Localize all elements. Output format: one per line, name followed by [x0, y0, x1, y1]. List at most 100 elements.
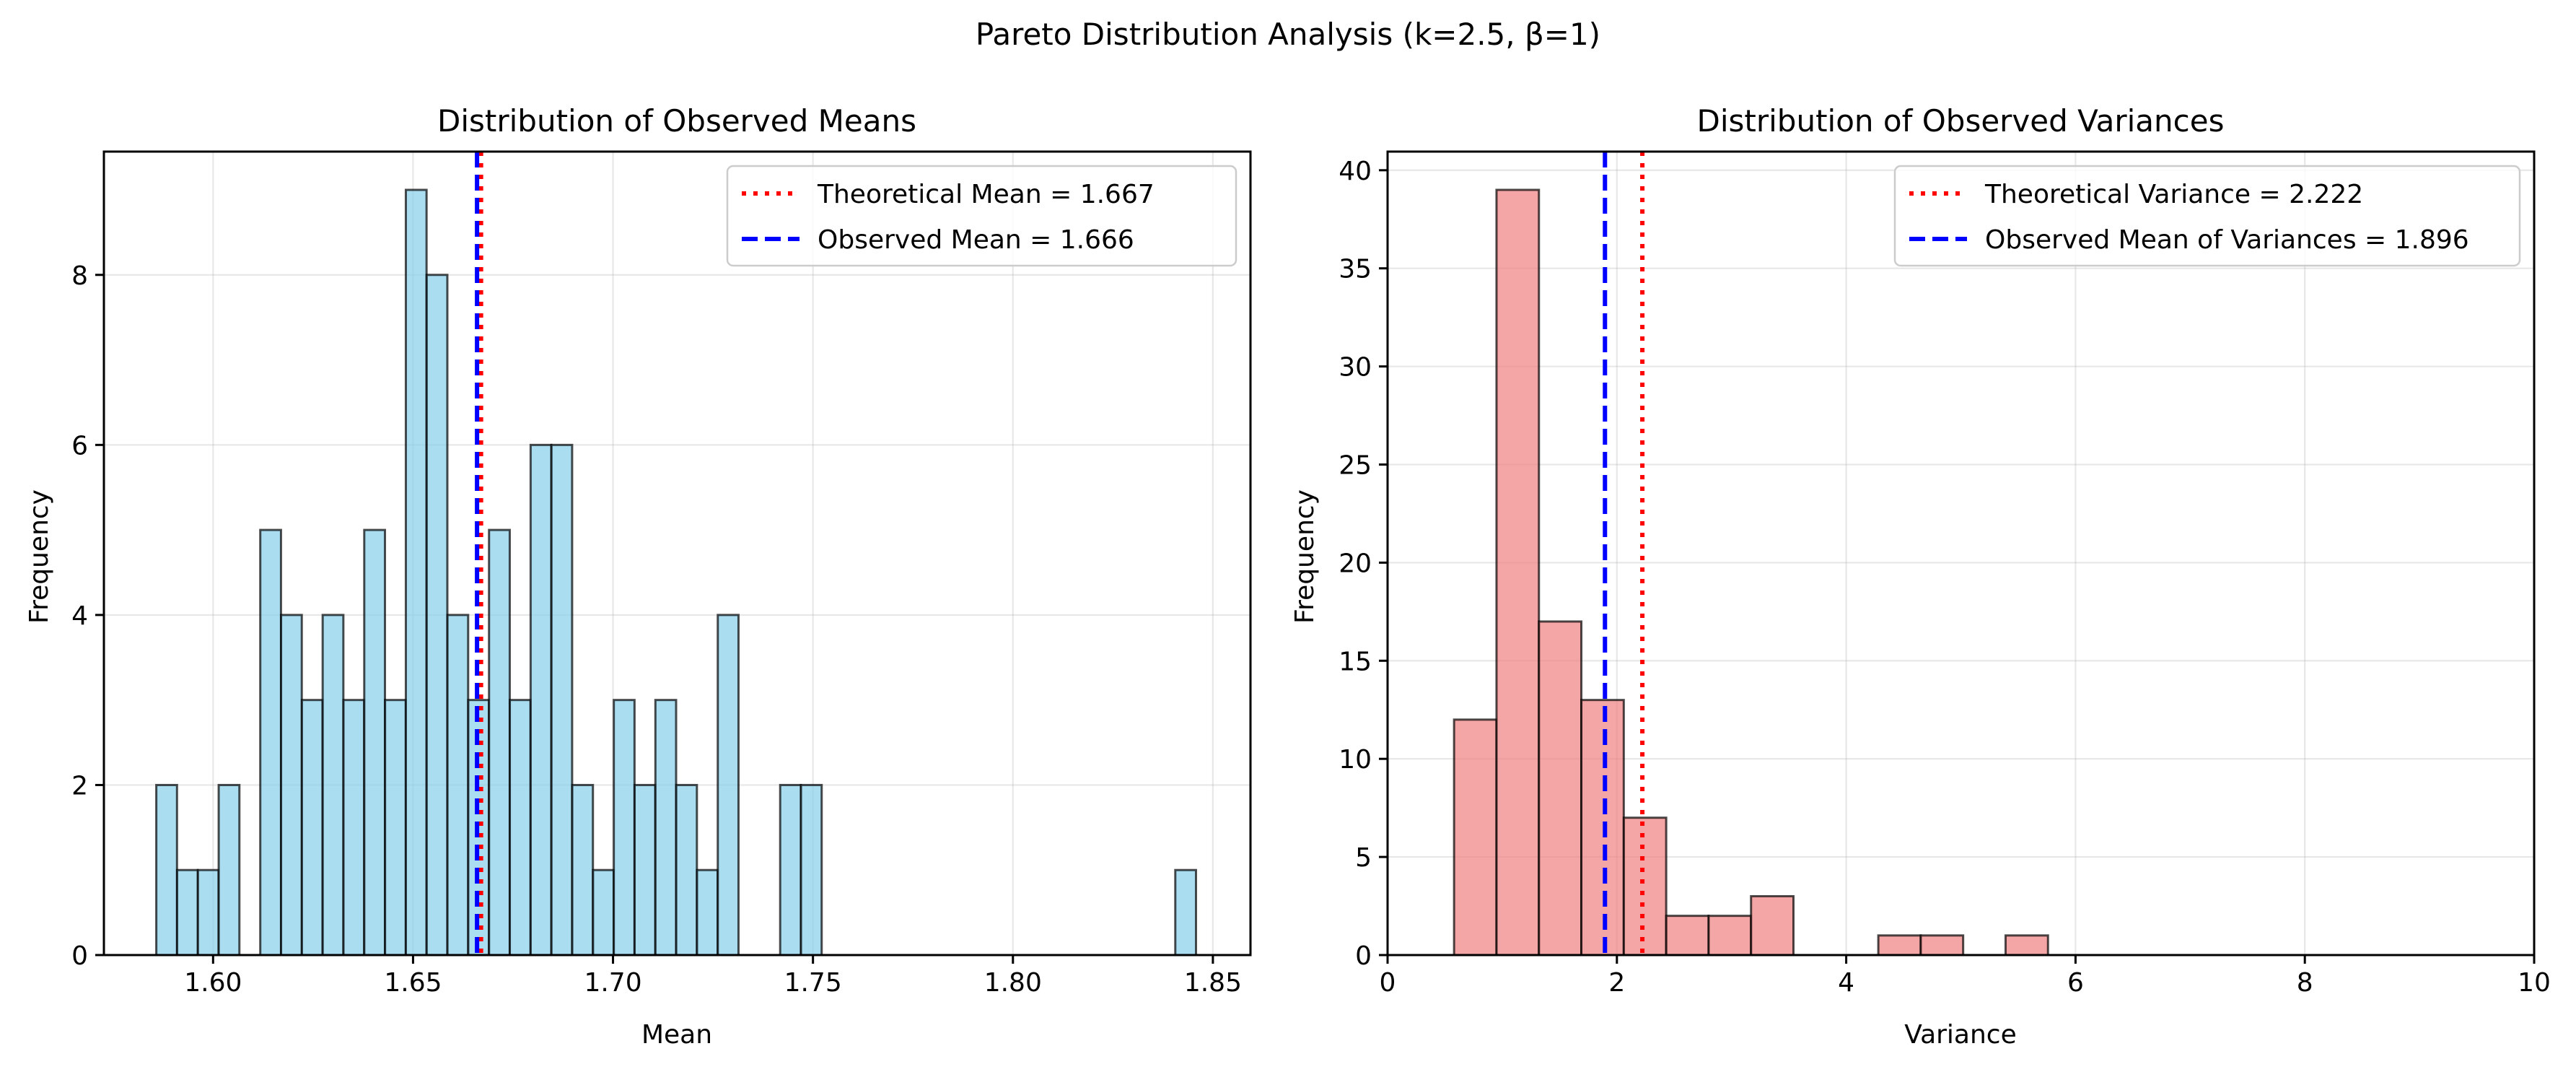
means-bar-19	[550, 443, 574, 956]
means-bar-13	[425, 274, 449, 956]
variances-y-axis-label: Frequency	[1290, 489, 1320, 624]
variances-x-axis-label: Variance	[1904, 1020, 2017, 1050]
variances-bar-2	[1538, 620, 1583, 956]
variances-legend-box	[1893, 165, 2521, 267]
means-x-tick-label-5: 1.85	[1184, 968, 1242, 998]
means-legend: Theoretical Mean = 1.667 Observed Mean = …	[726, 165, 1237, 267]
means-y-axis-label: Frequency	[25, 489, 54, 624]
means-y-tick-label-1: 2	[71, 771, 88, 801]
means-bar-17	[509, 699, 532, 956]
means-x-tick-3: 1.75	[784, 955, 842, 998]
variances-axes-frame	[1386, 150, 2536, 956]
means-bar-28	[779, 783, 802, 956]
variances-bars	[1453, 188, 2049, 956]
variances-bar-9	[1919, 934, 1965, 956]
means-bar-21	[592, 868, 615, 956]
means-bar-11	[384, 699, 407, 956]
variances-y-tick-label-7: 35	[1339, 255, 1372, 284]
variances-y-tick-label-5: 25	[1339, 451, 1372, 481]
variances-y-tick-8: 40	[1339, 157, 1388, 186]
variances-legend-label-1: Observed Mean of Variances = 1.896	[1985, 225, 2469, 255]
variances-y-tick-3: 15	[1339, 647, 1388, 676]
variances-bar-5	[1665, 915, 1710, 956]
means-x-tick-5: 1.85	[1184, 955, 1242, 998]
means-bar-3	[217, 783, 241, 956]
means-bar-10	[363, 528, 387, 956]
means-bar-8	[321, 614, 345, 956]
variances-y-tick-4: 20	[1339, 549, 1388, 578]
means-bar-18	[529, 443, 553, 956]
variances-x-tick-label-5: 10	[2518, 968, 2551, 998]
means-x-tick-label-2: 1.70	[584, 968, 641, 998]
variances-y-tick-label-8: 40	[1339, 157, 1372, 186]
variances-x-tick-2: 4	[1838, 955, 1854, 998]
variances-y-tick-5: 25	[1339, 451, 1388, 481]
means-x-tick-label-1: 1.65	[384, 968, 442, 998]
variances-bar-10	[2004, 934, 2049, 956]
variances-y-tick-label-1: 5	[1355, 843, 1372, 873]
means-bar-5	[259, 528, 282, 956]
means-axes-frame	[102, 150, 1252, 956]
means-histogram-panel: Distribution of Observed Means Mean Freq…	[25, 103, 1252, 1050]
variances-y-tick-2: 10	[1339, 745, 1388, 775]
means-x-tick-label-3: 1.75	[784, 968, 842, 998]
variances-chart-title: Distribution of Observed Variances	[1697, 103, 2225, 139]
variances-y-tick-6: 30	[1339, 353, 1388, 383]
variances-x-tick-label-2: 4	[1838, 968, 1854, 998]
variances-x-tick-0: 0	[1380, 955, 1396, 998]
variances-y-tick-label-3: 15	[1339, 647, 1372, 676]
means-legend-label-1: Observed Mean = 1.666	[818, 225, 1134, 255]
means-y-tick-0: 0	[71, 941, 104, 971]
variances-x-tick-label-3: 6	[2067, 968, 2084, 998]
means-y-tick-label-4: 8	[71, 261, 88, 291]
means-bar-24	[654, 699, 678, 956]
means-y-tick-2: 4	[71, 601, 104, 631]
means-y-tick-1: 2	[71, 771, 104, 801]
variances-y-tick-label-2: 10	[1339, 745, 1372, 775]
means-legend-box	[726, 165, 1237, 267]
variances-histogram-panel: Distribution of Observed Variances Varia…	[1290, 103, 2551, 1050]
variances-x-tick-1: 2	[1608, 955, 1625, 998]
means-bar-1	[175, 868, 199, 956]
variances-legend: Theoretical Variance = 2.222 Observed Mea…	[1893, 165, 2521, 267]
means-y-tick-3: 6	[71, 431, 104, 461]
means-bar-0	[155, 783, 178, 956]
means-bar-6	[280, 614, 303, 956]
variances-bar-6	[1707, 915, 1753, 956]
variances-x-tick-label-1: 2	[1608, 968, 1625, 998]
means-legend-label-0: Theoretical Mean = 1.667	[817, 180, 1155, 209]
variances-bar-0	[1453, 718, 1498, 956]
means-x-tick-label-4: 1.80	[984, 968, 1042, 998]
variances-x-tick-3: 6	[2067, 955, 2084, 998]
variances-y-tick-7: 35	[1339, 255, 1388, 284]
variances-legend-label-0: Theoretical Variance = 2.222	[1984, 180, 2363, 209]
means-bar-7	[300, 699, 324, 956]
means-bar-26	[696, 868, 719, 956]
variances-bar-1	[1495, 188, 1541, 956]
means-x-tick-1: 1.65	[384, 955, 442, 998]
variances-bar-8	[1877, 934, 1922, 956]
variances-y-tick-0: 0	[1355, 941, 1388, 971]
means-bars	[155, 188, 1198, 956]
means-bar-30	[1174, 868, 1198, 956]
means-y-tick-label-3: 6	[71, 431, 88, 461]
variances-bar-4	[1622, 816, 1668, 956]
means-y-tick-4: 8	[71, 261, 104, 291]
variances-x-tick-4: 8	[2297, 955, 2313, 998]
means-x-tick-2: 1.70	[584, 955, 642, 998]
means-bar-16	[488, 528, 511, 956]
means-bar-20	[571, 783, 595, 956]
means-y-tick-label-0: 0	[71, 941, 88, 971]
variances-y-tick-label-0: 0	[1355, 941, 1372, 971]
variances-x-tick-5: 10	[2518, 955, 2551, 998]
means-bar-25	[675, 783, 698, 956]
variances-y-tick-label-6: 30	[1339, 353, 1372, 383]
means-chart-title: Distribution of Observed Means	[437, 103, 916, 139]
means-bar-23	[633, 783, 657, 956]
figure-title: Pareto Distribution Analysis (k=2.5, β=1…	[976, 17, 1600, 52]
means-x-tick-0: 1.60	[184, 955, 242, 998]
means-bar-12	[404, 188, 428, 956]
means-x-axis-label: Mean	[641, 1020, 712, 1050]
means-x-tick-label-0: 1.60	[184, 968, 242, 998]
